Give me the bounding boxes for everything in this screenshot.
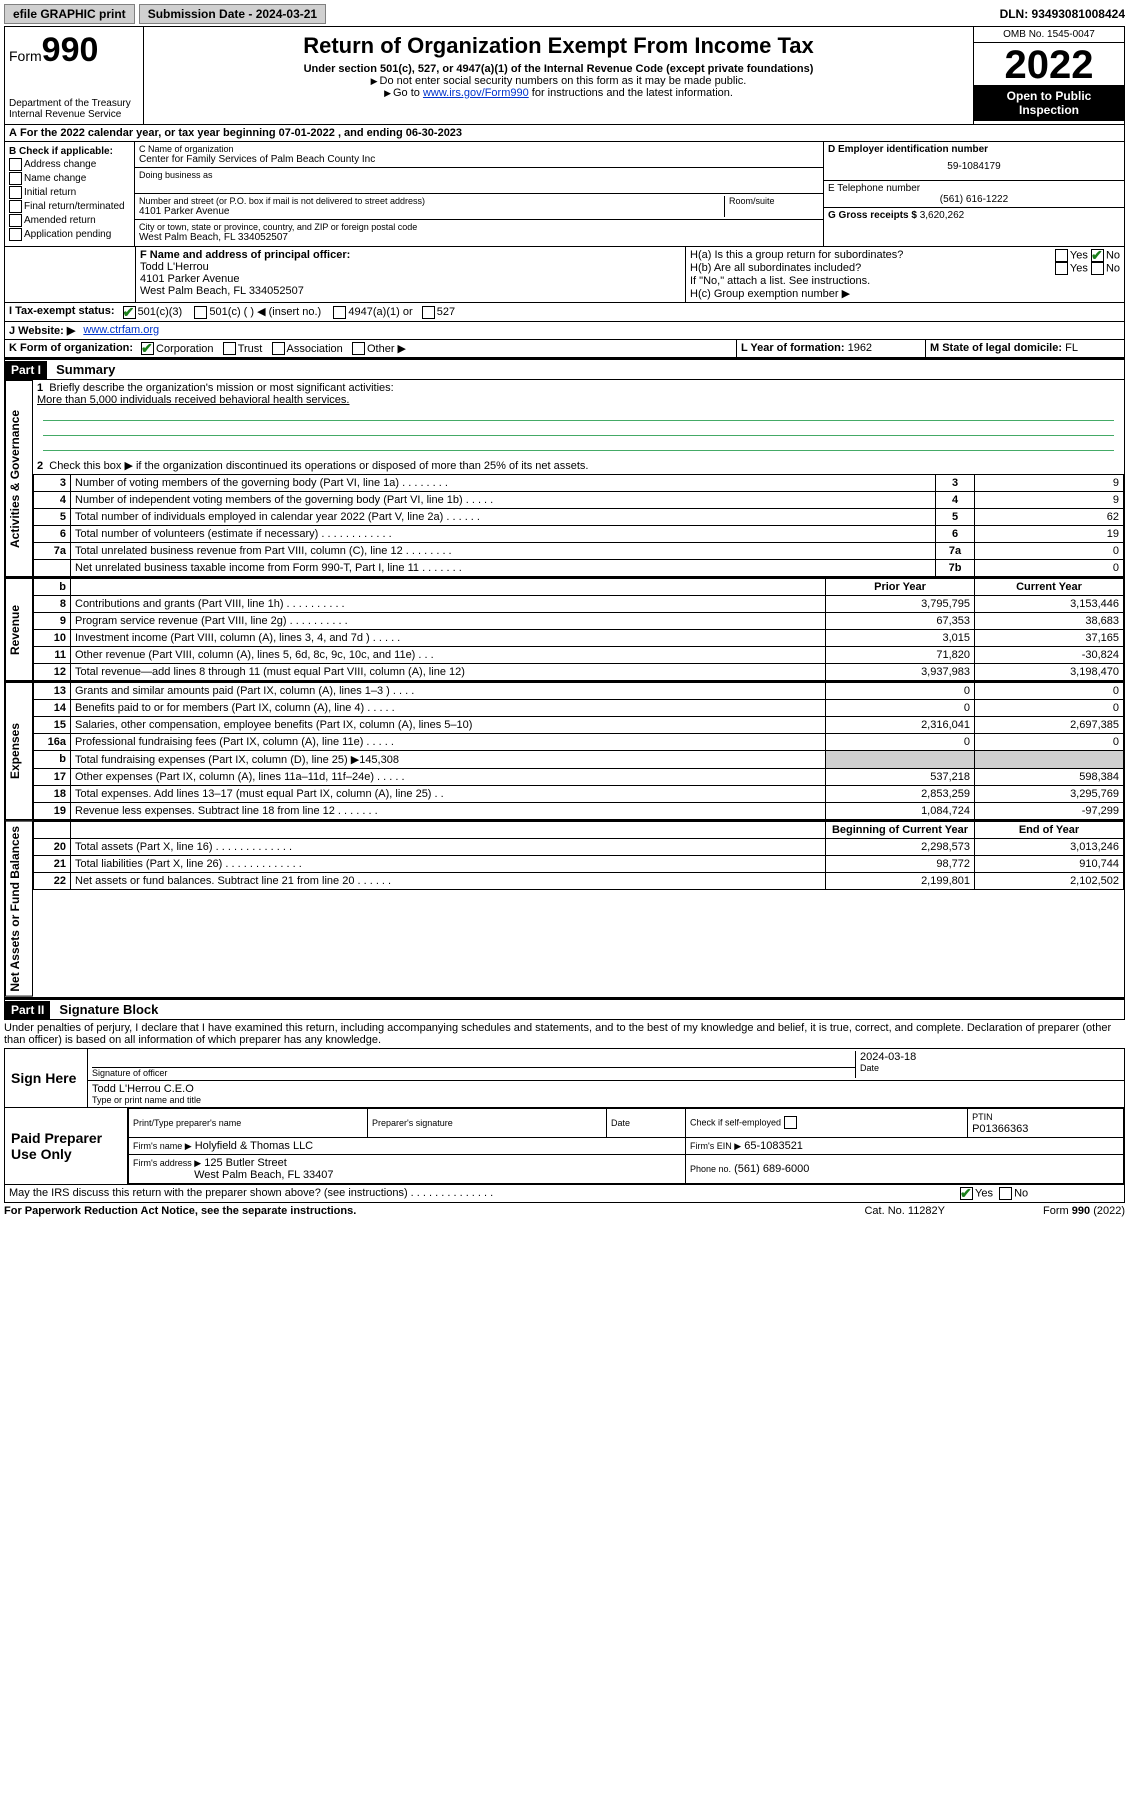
dln-label: DLN: 93493081008424: [1000, 7, 1125, 21]
top-toolbar: efile GRAPHIC print Submission Date - 20…: [4, 4, 1125, 24]
cb-amended[interactable]: Amended return: [9, 214, 130, 227]
line-i: I Tax-exempt status: 501(c)(3) 501(c) ( …: [4, 303, 1125, 322]
org-name: Center for Family Services of Palm Beach…: [139, 154, 819, 165]
firm-addr2: West Palm Beach, FL 33407: [194, 1169, 333, 1181]
sig-date-label: Date: [860, 1063, 1120, 1073]
mission-text: More than 5,000 individuals received beh…: [37, 394, 349, 406]
ein-value: 59-1084179: [828, 155, 1120, 178]
page-footer: For Paperwork Reduction Act Notice, see …: [4, 1203, 1125, 1217]
sign-here-block: Sign Here Signature of officer 2024-03-1…: [4, 1048, 1125, 1108]
discuss-line: May the IRS discuss this return with the…: [4, 1185, 1125, 1203]
box-c: C Name of organization Center for Family…: [135, 142, 824, 246]
cb-initial-return[interactable]: Initial return: [9, 186, 130, 199]
form-title: Return of Organization Exempt From Incom…: [152, 33, 965, 59]
city-label: City or town, state or province, country…: [139, 222, 819, 232]
section-net: Net Assets or Fund Balances Beginning of…: [4, 821, 1125, 998]
dba-label: Doing business as: [139, 170, 819, 180]
preparer-table: Print/Type preparer's name Preparer's si…: [128, 1108, 1124, 1184]
sig-officer-label: Signature of officer: [92, 1068, 855, 1078]
ha-label: H(a) Is this a group return for subordin…: [690, 249, 1055, 262]
year-formation: 1962: [848, 342, 872, 354]
officer-name-label: Type or print name and title: [92, 1095, 1120, 1105]
officer-label: F Name and address of principal officer:: [140, 249, 350, 261]
side-governance: Activities & Governance: [5, 380, 33, 577]
paid-preparer-block: Paid Preparer Use Only Print/Type prepar…: [4, 1108, 1125, 1185]
cb-final-return[interactable]: Final return/terminated: [9, 200, 130, 213]
part2-header: Part II Signature Block: [4, 998, 1125, 1020]
paid-preparer-label: Paid Preparer Use Only: [5, 1108, 128, 1184]
phone-value: (561) 616-1222: [828, 194, 1120, 205]
officer-addr1: 4101 Parker Avenue: [140, 273, 239, 285]
net-table: Beginning of Current Year End of Year 20…: [33, 821, 1124, 890]
box-b: B Check if applicable: Address change Na…: [5, 142, 135, 246]
ein-label: D Employer identification number: [828, 144, 988, 155]
submission-date-button[interactable]: Submission Date - 2024-03-21: [139, 4, 326, 24]
firm-ein: 65-1083521: [744, 1140, 803, 1152]
omb-number: OMB No. 1545-0047: [974, 27, 1124, 43]
room-label: Room/suite: [729, 196, 819, 206]
firm-phone: (561) 689-6000: [734, 1163, 809, 1175]
cb-address-change[interactable]: Address change: [9, 158, 130, 171]
dept-label: Department of the Treasury: [9, 98, 139, 109]
sig-declaration: Under penalties of perjury, I declare th…: [4, 1020, 1125, 1048]
side-revenue: Revenue: [5, 578, 33, 681]
instructions-note: Go to www.irs.gov/Form990 for instructio…: [152, 87, 965, 99]
expenses-table: 13Grants and similar amounts paid (Part …: [33, 682, 1124, 820]
governance-table: 3Number of voting members of the governi…: [33, 474, 1124, 577]
ptin-value: P01366363: [972, 1123, 1028, 1135]
gross-label: G Gross receipts $: [828, 210, 917, 221]
gross-value: 3,620,262: [920, 210, 965, 221]
street-value: 4101 Parker Avenue: [139, 206, 724, 217]
hc-label: H(c) Group exemption number ▶: [690, 287, 1120, 300]
cb-pending[interactable]: Application pending: [9, 228, 130, 241]
line2-text: Check this box ▶ if the organization dis…: [49, 460, 588, 472]
line-k-l-m: K Form of organization: Corporation Trus…: [4, 340, 1125, 359]
city-value: West Palm Beach, FL 334052507: [139, 232, 819, 243]
open-public-badge: Open to Public Inspection: [974, 85, 1124, 121]
efile-button[interactable]: efile GRAPHIC print: [4, 4, 135, 24]
section-governance: Activities & Governance 1 Briefly descri…: [4, 380, 1125, 578]
part1-header: Part I Summary: [4, 358, 1125, 380]
hb-label: H(b) Are all subordinates included?: [690, 262, 1055, 275]
tax-year: 2022: [974, 43, 1124, 85]
form-number: Form990: [9, 31, 139, 70]
firm-name: Holyfield & Thomas LLC: [195, 1140, 313, 1152]
form-header: Form990 Department of the Treasury Inter…: [4, 26, 1125, 125]
instructions-link[interactable]: www.irs.gov/Form990: [423, 87, 529, 99]
tax-year-range: A For the 2022 calendar year, or tax yea…: [4, 125, 1125, 142]
officer-addr2: West Palm Beach, FL 334052507: [140, 285, 304, 297]
revenue-table: b Prior Year Current Year 8Contributions…: [33, 578, 1124, 681]
irs-label: Internal Revenue Service: [9, 109, 139, 120]
section-revenue: Revenue b Prior Year Current Year 8Contr…: [4, 578, 1125, 682]
cb-name-change[interactable]: Name change: [9, 172, 130, 185]
hb-note: If "No," attach a list. See instructions…: [690, 275, 1120, 287]
firm-addr1: 125 Butler Street: [204, 1157, 287, 1169]
line1-text: Briefly describe the organization's miss…: [49, 382, 393, 394]
side-net: Net Assets or Fund Balances: [5, 821, 33, 997]
officer-sig-name: Todd L'Herrou C.E.O: [92, 1083, 1120, 1095]
form-subtitle: Under section 501(c), 527, or 4947(a)(1)…: [152, 63, 965, 75]
ssn-note: Do not enter social security numbers on …: [152, 75, 965, 87]
box-d-e-g: D Employer identification number 59-1084…: [824, 142, 1124, 246]
pra-notice: For Paperwork Reduction Act Notice, see …: [4, 1205, 864, 1217]
cat-no: Cat. No. 11282Y: [864, 1205, 945, 1217]
side-expenses: Expenses: [5, 682, 33, 820]
sig-date: 2024-03-18: [860, 1051, 1120, 1063]
sign-here-label: Sign Here: [5, 1049, 88, 1107]
street-label: Number and street (or P.O. box if mail i…: [139, 196, 724, 206]
phone-label: E Telephone number: [828, 183, 920, 194]
org-info-grid: B Check if applicable: Address change Na…: [4, 142, 1125, 247]
section-expenses: Expenses 13Grants and similar amounts pa…: [4, 682, 1125, 821]
line-j: J Website: ▶ www.ctrfam.org: [4, 322, 1125, 340]
state-domicile: FL: [1065, 342, 1078, 354]
officer-name: Todd L'Herrou: [140, 261, 209, 273]
org-name-label: C Name of organization: [139, 144, 819, 154]
line-f-h: F Name and address of principal officer:…: [4, 247, 1125, 303]
website-link[interactable]: www.ctrfam.org: [83, 324, 159, 336]
